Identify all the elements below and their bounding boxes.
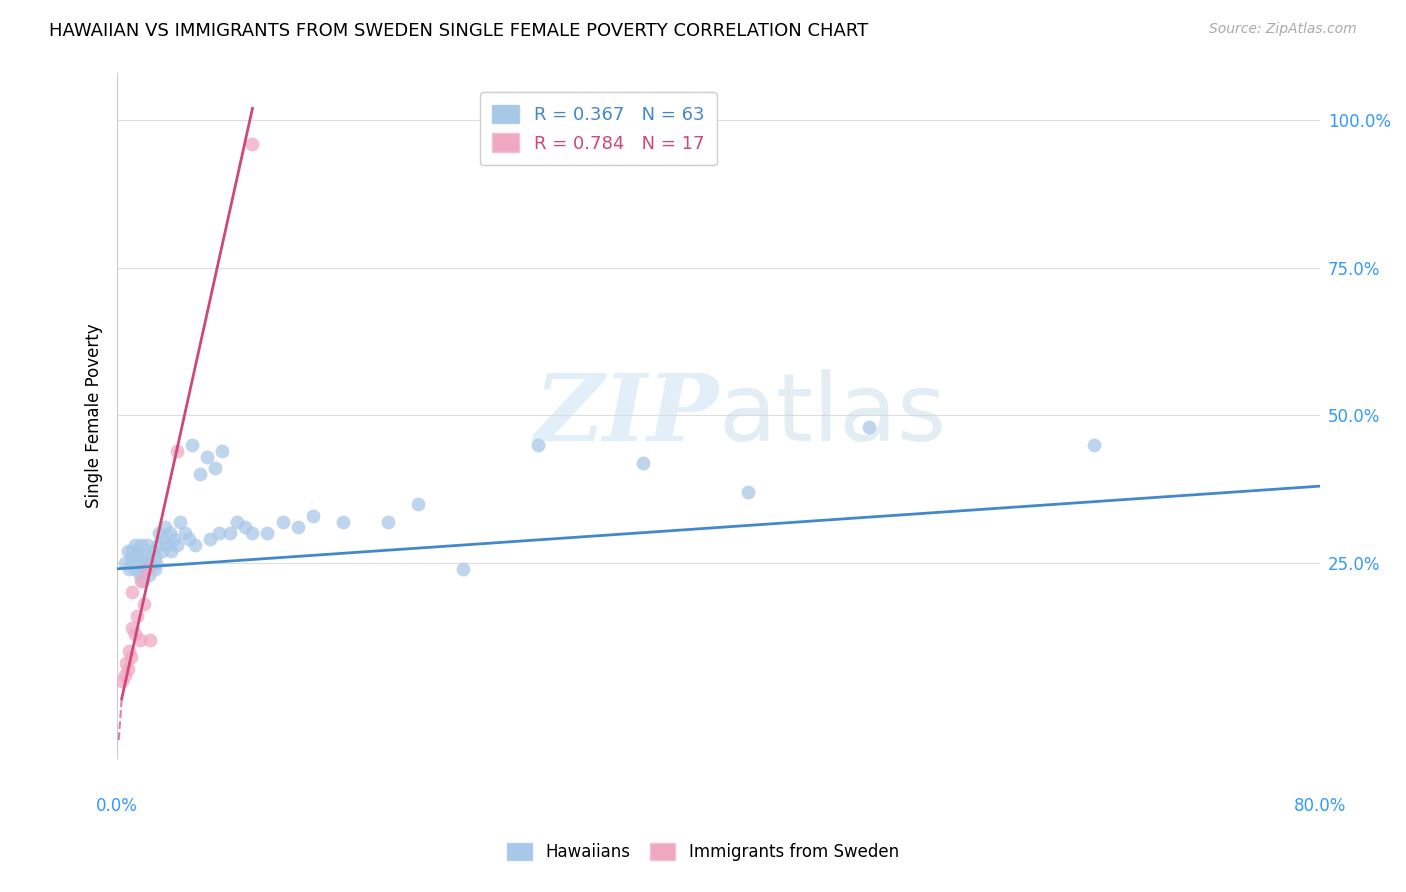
Legend: R = 0.367   N = 63, R = 0.784   N = 17: R = 0.367 N = 63, R = 0.784 N = 17 — [479, 92, 717, 165]
Point — [271, 515, 294, 529]
Point — [211, 443, 233, 458]
Point — [242, 136, 264, 151]
Point — [136, 549, 159, 564]
Point — [143, 549, 166, 564]
Point — [287, 520, 309, 534]
Point — [136, 538, 159, 552]
Point — [184, 538, 207, 552]
Point — [406, 497, 429, 511]
Point — [138, 567, 160, 582]
Point — [134, 562, 156, 576]
Point — [129, 538, 152, 552]
Text: ZIP: ZIP — [534, 370, 718, 460]
Point — [120, 549, 142, 564]
Point — [127, 556, 149, 570]
Point — [148, 526, 170, 541]
Point — [173, 526, 195, 541]
Point — [219, 526, 242, 541]
Point — [134, 597, 156, 611]
Point — [118, 562, 141, 576]
Point — [204, 461, 226, 475]
Point — [121, 544, 143, 558]
Point — [451, 562, 474, 576]
Point — [115, 657, 138, 671]
Point — [166, 538, 188, 552]
Point — [160, 544, 183, 558]
Point — [633, 456, 655, 470]
Point — [117, 662, 139, 676]
Point — [125, 609, 148, 624]
Point — [208, 526, 231, 541]
Point — [181, 438, 204, 452]
Y-axis label: Single Female Poverty: Single Female Poverty — [86, 323, 103, 508]
Point — [150, 544, 173, 558]
Point — [226, 515, 249, 529]
Point — [737, 485, 759, 500]
Point — [155, 520, 177, 534]
Point — [1083, 438, 1105, 452]
Text: Source: ZipAtlas.com: Source: ZipAtlas.com — [1209, 22, 1357, 37]
Point — [121, 621, 143, 635]
Point — [117, 544, 139, 558]
Point — [124, 562, 146, 576]
Point — [169, 515, 191, 529]
Text: 0.0%: 0.0% — [96, 797, 138, 814]
Point — [152, 533, 174, 547]
Point — [242, 526, 264, 541]
Point — [128, 549, 150, 564]
Point — [114, 668, 136, 682]
Point — [122, 549, 145, 564]
Point — [129, 574, 152, 588]
Point — [121, 556, 143, 570]
Point — [132, 574, 155, 588]
Point — [166, 443, 188, 458]
Point — [128, 632, 150, 647]
Point — [200, 533, 222, 547]
Point — [136, 562, 159, 576]
Point — [143, 562, 166, 576]
Point — [377, 515, 399, 529]
Point — [120, 650, 142, 665]
Point — [139, 556, 162, 570]
Point — [111, 673, 134, 688]
Point — [858, 420, 880, 434]
Text: 80.0%: 80.0% — [1294, 797, 1346, 814]
Point — [146, 538, 169, 552]
Text: atlas: atlas — [718, 369, 946, 461]
Point — [163, 533, 186, 547]
Point — [145, 556, 167, 570]
Point — [179, 533, 201, 547]
Point — [135, 556, 157, 570]
Point — [156, 538, 179, 552]
Point — [124, 626, 146, 640]
Point — [114, 556, 136, 570]
Text: HAWAIIAN VS IMMIGRANTS FROM SWEDEN SINGLE FEMALE POVERTY CORRELATION CHART: HAWAIIAN VS IMMIGRANTS FROM SWEDEN SINGL… — [49, 22, 869, 40]
Point — [527, 438, 550, 452]
Point — [301, 508, 323, 523]
Point — [141, 544, 163, 558]
Point — [233, 520, 256, 534]
Point — [139, 632, 162, 647]
Point — [121, 585, 143, 599]
Point — [256, 526, 278, 541]
Point — [159, 526, 181, 541]
Point — [128, 567, 150, 582]
Point — [195, 450, 218, 464]
Point — [332, 515, 354, 529]
Point — [118, 644, 141, 658]
Point — [124, 538, 146, 552]
Legend: Hawaiians, Immigrants from Sweden: Hawaiians, Immigrants from Sweden — [501, 836, 905, 868]
Point — [188, 467, 211, 482]
Point — [125, 544, 148, 558]
